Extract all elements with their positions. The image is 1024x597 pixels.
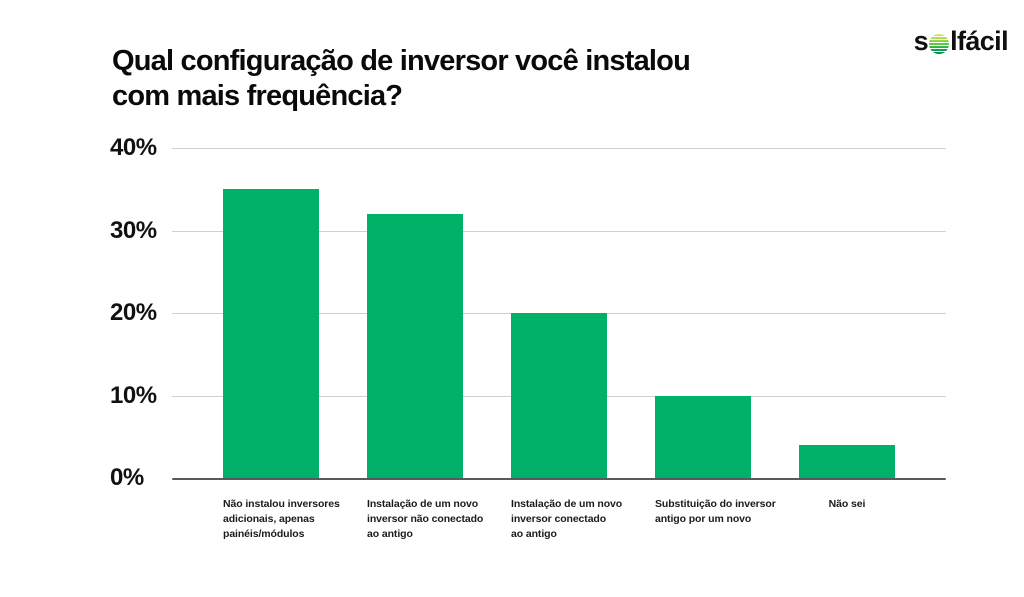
- logo-text-after-sun: lfácil: [950, 26, 1009, 56]
- chart-title-line-1: Qual configuração de inversor você insta…: [112, 45, 691, 77]
- gridline: [172, 230, 946, 232]
- y-axis-tick-label: 0%: [110, 464, 144, 491]
- bar-5: [799, 445, 895, 478]
- category-label-2: Instalação de um novo inversor não conec…: [367, 498, 484, 540]
- y-axis-tick-label: 30%: [110, 216, 157, 244]
- bar-3: [511, 313, 607, 478]
- solfacil-sun-icon: [929, 33, 950, 54]
- chart-title-line-2: com mais frequência?: [112, 80, 403, 112]
- bar-4: [655, 395, 751, 478]
- y-axis-tick-label: 10%: [110, 381, 157, 409]
- bar-2: [367, 214, 463, 478]
- category-label-3: Instalação de um novo inversor conectado…: [511, 498, 623, 540]
- x-axis-line: [172, 478, 946, 480]
- bar-chart-plot-area: 40% 30% 20% 10% 0% Não instalou inversores ad…: [110, 134, 946, 540]
- y-axis-tick-label: 40%: [110, 134, 157, 161]
- category-label-5: Não sei: [828, 498, 866, 510]
- bar-1: [223, 189, 319, 478]
- chart-title: Qual configuração de inversor você insta…: [112, 44, 691, 114]
- category-label-4: Substituição do inversor antigo por um n…: [655, 498, 776, 525]
- gridline: [172, 148, 946, 149]
- solfacil-logo: s lfácil: [913, 26, 1009, 57]
- y-axis-tick-label: 20%: [110, 299, 157, 326]
- category-label-1: Não instalou inversores adicionais, apen…: [223, 498, 340, 540]
- logo-text-before-sun: s: [913, 26, 929, 56]
